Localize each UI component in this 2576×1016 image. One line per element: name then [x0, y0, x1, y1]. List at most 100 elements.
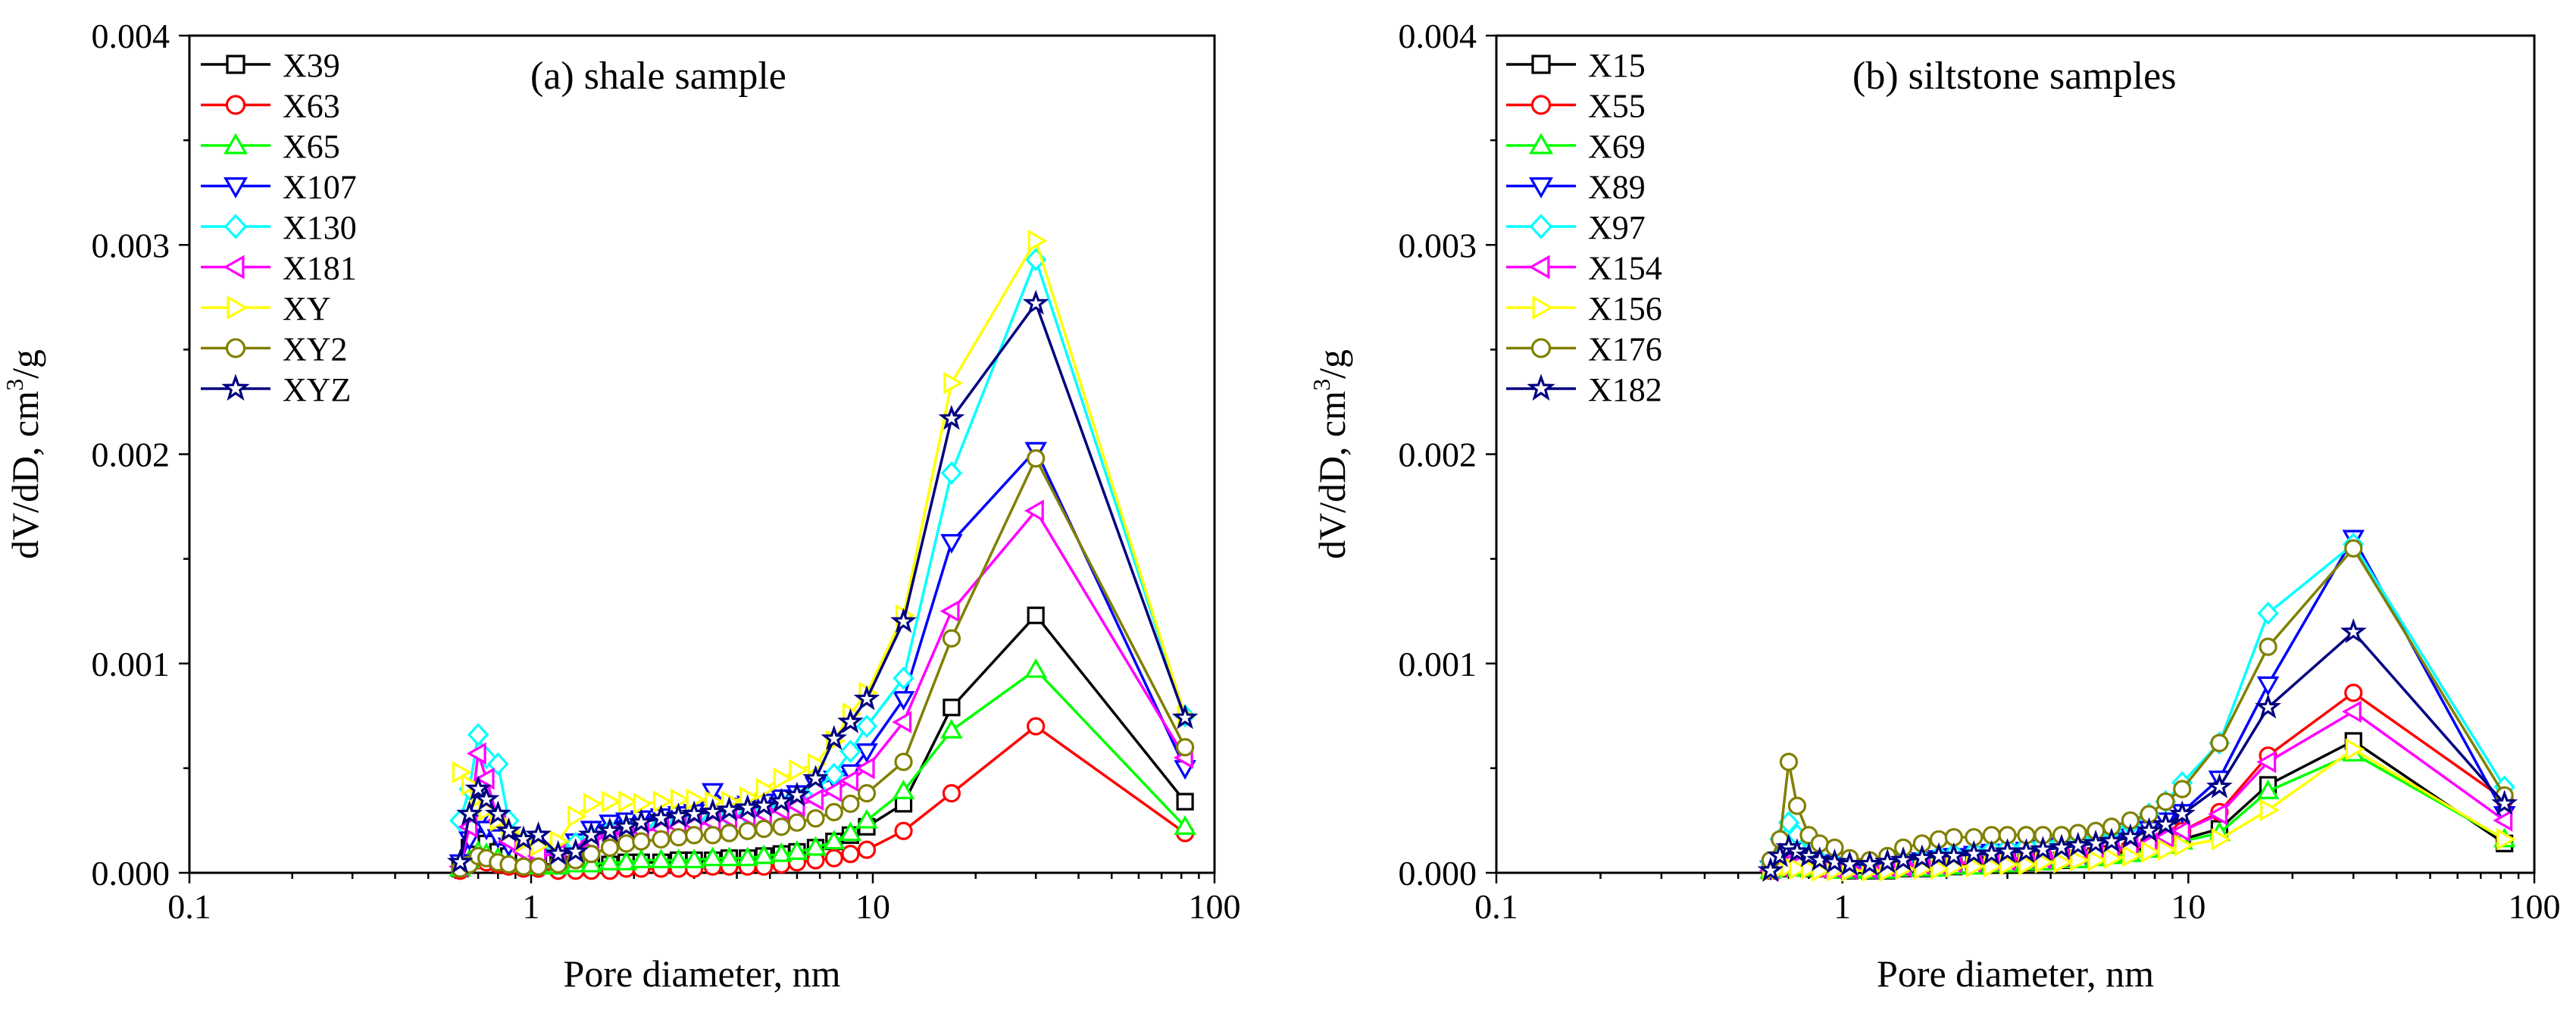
data-point-XYZ: [750, 792, 777, 817]
data-point-X182: [2152, 811, 2179, 836]
panel-a-shale: 0.1 1 10 100 0.000 0.001 0.002 0.003 0.004 Pore d…: [1, 17, 1241, 995]
data-point-X182: [2168, 800, 2196, 826]
data-point-X156: [1800, 857, 1821, 880]
data-point-X156: [1965, 855, 1986, 878]
x-tick-label: 1: [1834, 887, 1851, 926]
data-point-X181: [1024, 499, 1044, 522]
y-tick-label: 0.001: [92, 645, 170, 683]
data-point-X156: [1789, 857, 1809, 880]
legend-marker: [221, 374, 250, 401]
legend-label: XY: [283, 290, 331, 327]
data-point-X130: [839, 739, 861, 764]
panel-b-siltstone: 0.1 1 10 100 0.000 0.001 0.002 0.003 0.004 Pore d…: [1308, 17, 2561, 995]
data-point-XYZ: [545, 839, 572, 865]
legend-marker: [223, 255, 245, 280]
data-point-XYZ: [783, 781, 811, 807]
data-point-X181: [839, 769, 859, 792]
y-tick-label: 0.002: [92, 436, 170, 474]
data-point-X97: [2257, 602, 2279, 625]
data-point-XY2: [806, 809, 825, 828]
data-point-X65: [940, 718, 963, 739]
legend-marker: [225, 95, 246, 115]
data-point-X182: [2136, 817, 2162, 842]
data-point-X156: [2211, 828, 2231, 851]
x-axis-label: Pore diameter, nm: [1877, 952, 2154, 995]
legend-item-X63: X63: [201, 88, 340, 125]
y-axis-label-main: dV/dD, cm: [1311, 391, 1353, 559]
legend-item-X176: X176: [1506, 331, 1662, 368]
data-point-X65: [599, 850, 621, 871]
legend-item-X107: X107: [201, 169, 357, 206]
data-point-XY2: [582, 845, 601, 864]
data-point-X181: [939, 599, 960, 623]
data-point-X156: [2496, 828, 2516, 851]
data-point-X176: [2344, 539, 2363, 558]
data-point-XY2: [600, 838, 620, 857]
data-point-X65: [649, 849, 673, 869]
data-point-X63: [824, 849, 843, 868]
data-point-X182: [1836, 850, 1863, 876]
data-point-XYZ: [1022, 289, 1049, 315]
data-point-X182: [2117, 823, 2144, 849]
data-point-XYZ: [938, 405, 965, 430]
data-point-X156: [1930, 857, 1951, 880]
data-point-XY2: [772, 817, 791, 836]
data-point-X63: [1027, 717, 1046, 736]
y-tick-label: 0.003: [1399, 226, 1477, 264]
data-point-X181: [474, 767, 495, 790]
data-point-X182: [2048, 833, 2075, 859]
data-point-X182: [2030, 836, 2056, 861]
legend-marker: [1531, 55, 1551, 74]
data-point-X63: [942, 783, 961, 803]
data-point-X65: [786, 840, 808, 860]
data-point-X182: [2206, 773, 2233, 799]
legend-marker: [1529, 214, 1553, 239]
data-point-XYZ: [680, 800, 708, 826]
data-point-XY2: [685, 826, 704, 845]
data-point-X181: [466, 742, 486, 765]
y-axis-label-sup: 3: [1308, 379, 1335, 391]
data-point-XYZ: [768, 787, 795, 813]
data-point-X181: [855, 757, 875, 780]
y-axis-label-end: /g: [4, 349, 46, 379]
data-point-X107: [940, 533, 963, 554]
y-axis-label-sup: 3: [1, 379, 28, 391]
data-point-X181: [804, 788, 824, 811]
y-tick-label: 0.002: [1399, 436, 1477, 474]
chart-title: (b) siltstone samples: [1852, 55, 2177, 98]
y-tick-label: 0.001: [1399, 645, 1477, 683]
data-point-XYZ: [627, 808, 655, 834]
data-point-XY2: [824, 802, 843, 821]
data-point-X156: [1999, 853, 2019, 876]
data-point-X65: [804, 836, 827, 856]
legend-item-X69: X69: [1506, 128, 1646, 165]
legend-marker: [1527, 374, 1555, 401]
legend-item-X65: X65: [201, 128, 340, 165]
data-point-XY: [633, 792, 653, 815]
y-tick-label: 0.000: [1399, 854, 1477, 893]
data-point-XY2: [669, 827, 688, 847]
legend-item-X89: X89: [1506, 169, 1646, 206]
y-tick-label: 0.003: [92, 226, 170, 264]
data-point-X65: [770, 842, 793, 862]
data-point-X55: [2344, 683, 2363, 702]
data-point-X176: [2156, 792, 2175, 811]
data-point-XY2: [499, 855, 518, 874]
data-point-XYZ: [464, 775, 492, 801]
data-point-X176: [2173, 780, 2192, 799]
y-tick-label: 0.000: [92, 854, 170, 893]
plot-frame: [1495, 34, 2536, 874]
legend-label: X176: [1588, 331, 1662, 368]
data-point-X63: [894, 821, 913, 840]
legend-label: X130: [283, 209, 357, 246]
legend-item-X15: X15: [1506, 47, 1646, 84]
data-point-X182: [2491, 789, 2518, 815]
legend-label: X181: [283, 250, 357, 287]
data-point-X65: [717, 846, 741, 867]
data-point-XY2: [841, 794, 860, 813]
legend-label: X182: [1588, 371, 1662, 408]
data-point-X182: [2065, 831, 2092, 857]
data-point-XY: [943, 371, 964, 395]
x-tick-label: 100: [2509, 887, 2561, 926]
